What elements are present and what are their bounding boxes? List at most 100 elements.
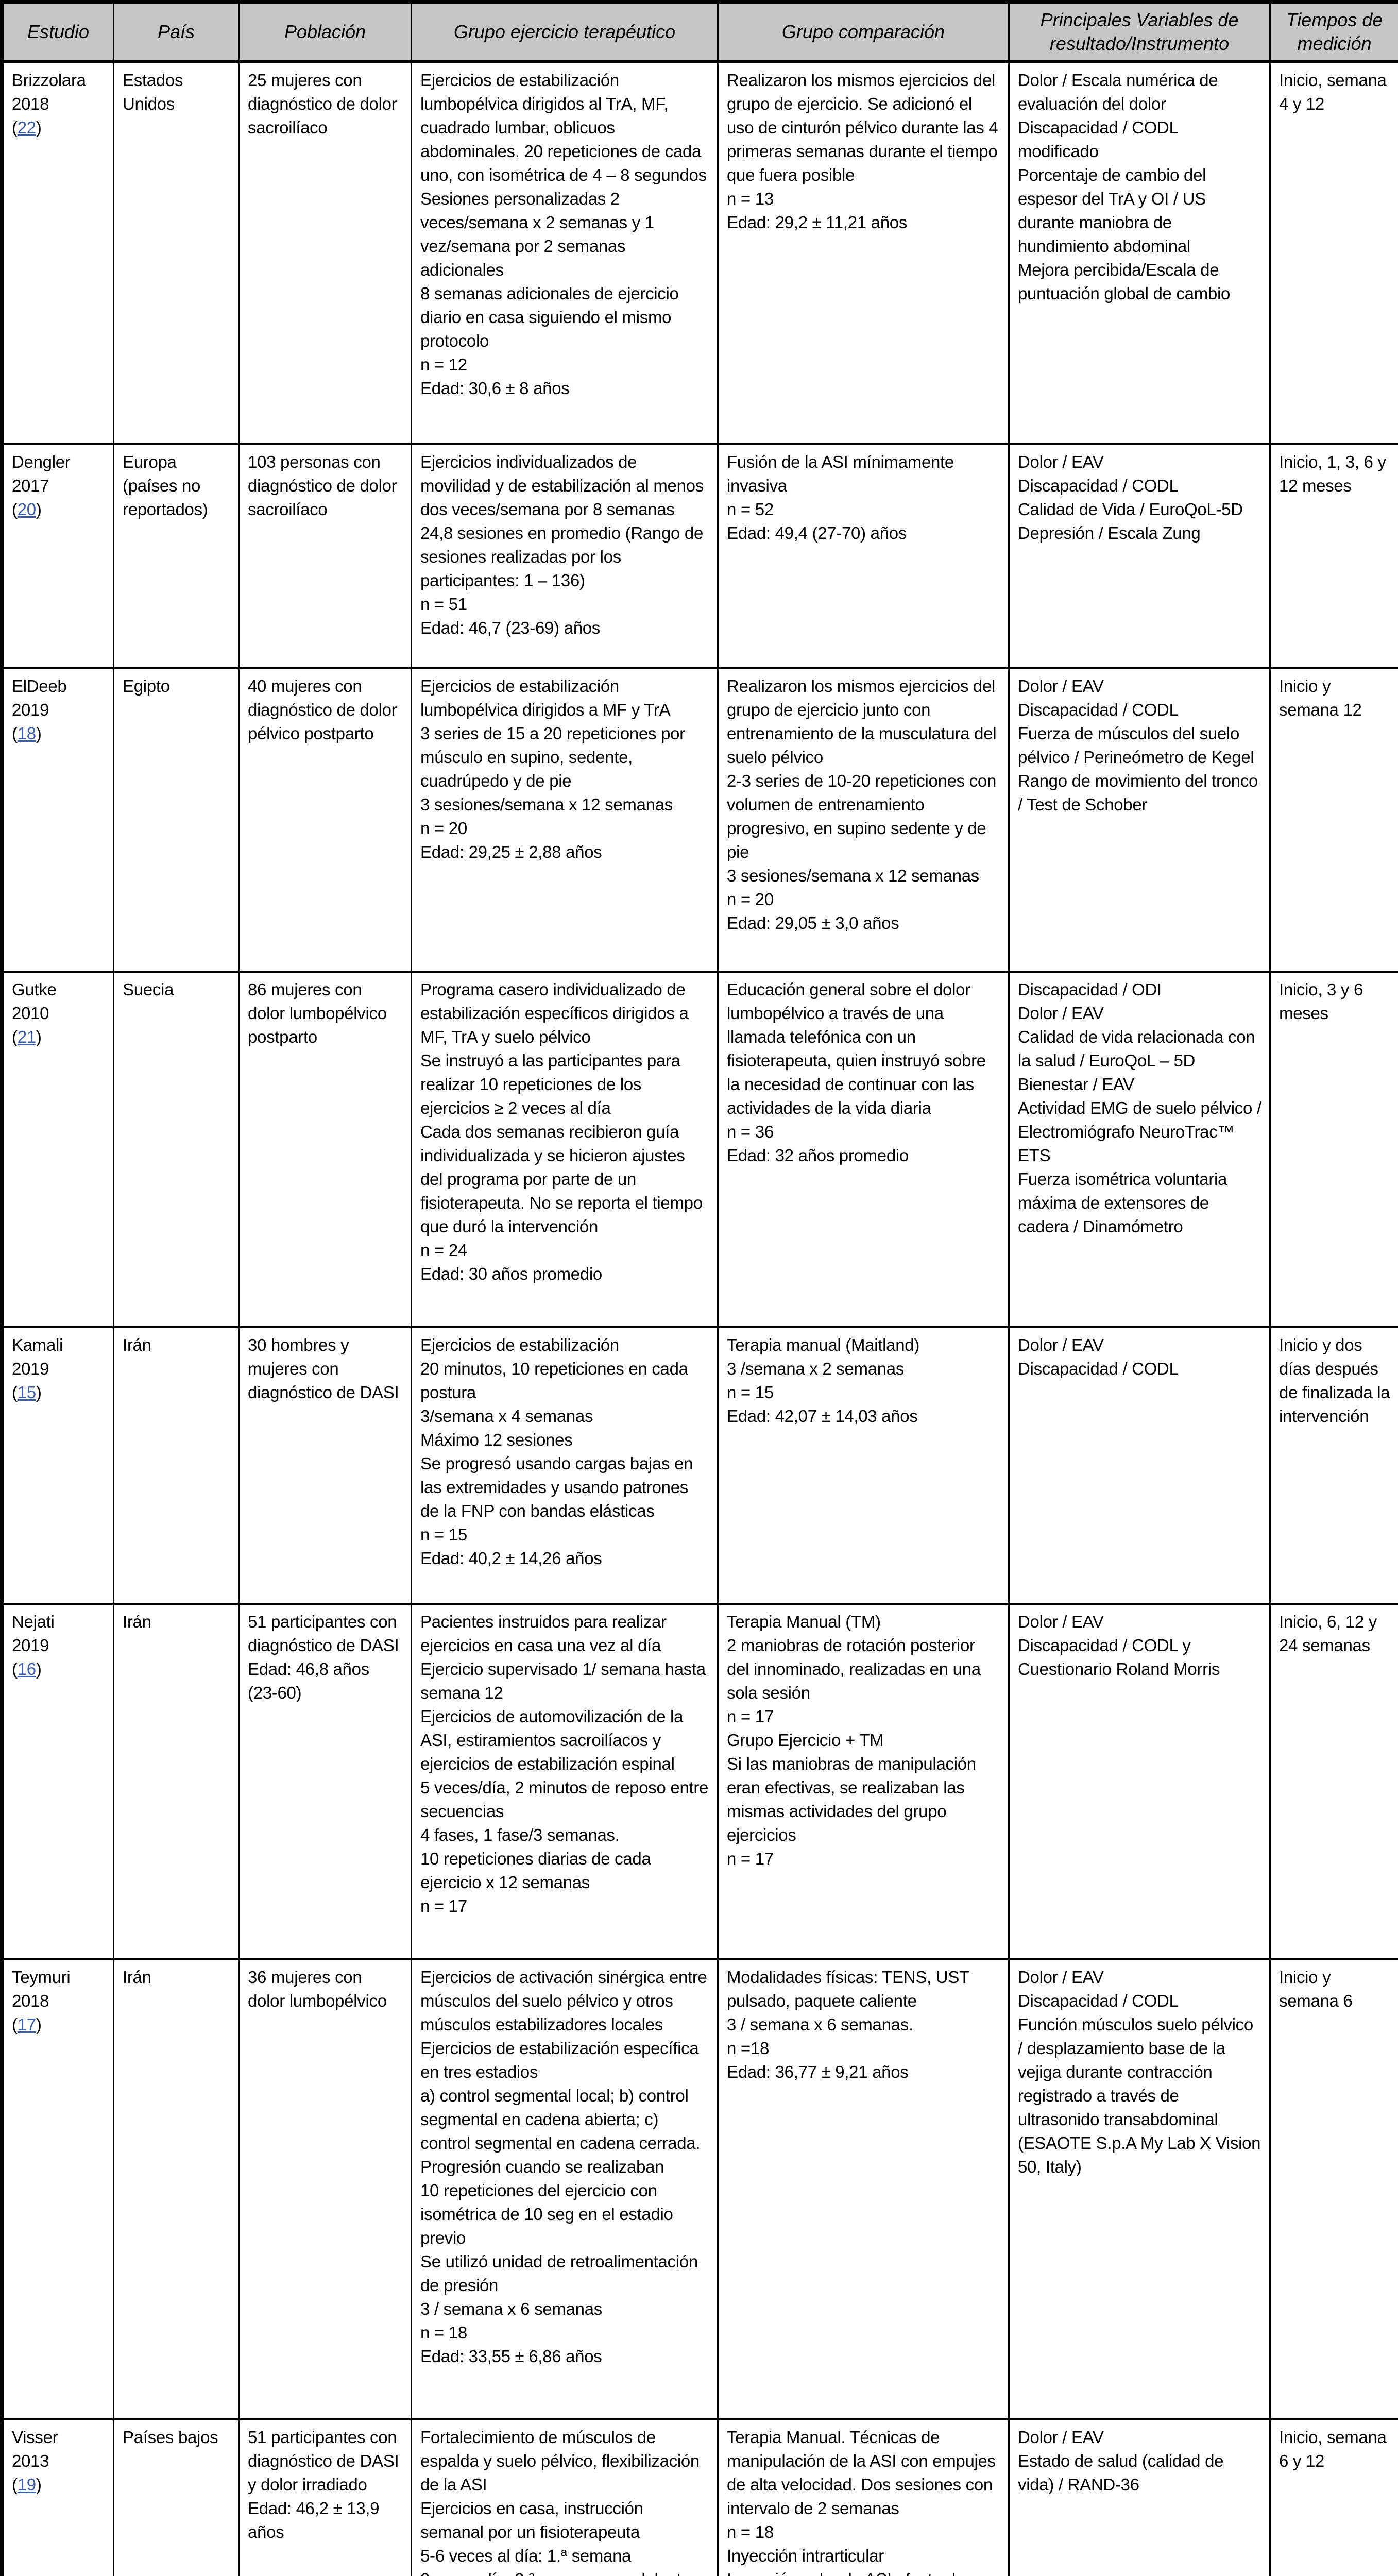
study-year: 2018 [12,1991,49,2010]
times-text: Inicio y semana 12 [1279,676,1362,720]
study-year: 2010 [12,1003,49,1023]
exercise-text: Ejercicios de estabilización lumbopélvic… [420,676,685,862]
cell-measurement-times: Inicio y dos días después de finalizada … [1269,1326,1398,1605]
country-text: Estados Unidos [123,71,183,113]
paren-open: ( [12,2014,18,2034]
study-name: Gutke [12,979,57,999]
cell-outcome-variables: Dolor / EAV Discapacidad / CODL [1008,1326,1271,1605]
comparison-text: Terapia manual (Maitland) 3 /semana x 2 … [727,1335,920,1426]
cell-population: 25 mujeres con diagnóstico de dolor sacr… [238,60,412,445]
study-name: Kamali [12,1335,63,1354]
cell-study: Teymuri 2018 (17) [1,1958,114,2421]
cell-country: Egipto [113,667,240,973]
table-row-visser: Visser 2013 (19) Países bajos 51 partici… [1,2418,1398,2576]
header-pais: País [113,1,240,63]
exercise-text: Ejercicios de activación sinérgica entre… [420,1967,707,2366]
population-text: 40 mujeres con diagnóstico de dolor pélv… [248,676,397,743]
study-name: Dengler [12,452,71,471]
comparison-text: Terapia Manual. Técnicas de manipulación… [727,2428,997,2576]
cell-country: Suecia [113,970,240,1328]
paren-open: ( [12,499,18,519]
paren-open: ( [12,118,18,137]
cell-measurement-times: Inicio, 1, 3, 6 y 12 meses [1269,443,1398,670]
country-text: Irán [123,1612,151,1631]
cell-measurement-times: Inicio, 6, 12 y 24 semanas [1269,1602,1398,1960]
cell-exercise-group: Ejercicios de estabilización lumbopélvic… [411,667,719,973]
reference: (21) [12,1025,106,1049]
table-row-dengler: Dengler 2017 (20) Europa (países no repo… [1,443,1398,670]
paren-open: ( [12,1659,18,1679]
table-row-gutke: Gutke 2010 (21) Suecia 86 mujeres con do… [1,970,1398,1328]
cell-population: 103 personas con diagnóstico de dolor sa… [238,443,412,670]
variables-text: Dolor / EAV Estado de salud (calidad de … [1018,2428,1224,2495]
paren-open: ( [12,2475,18,2495]
cell-outcome-variables: Dolor / EAV Estado de salud (calidad de … [1008,2418,1271,2576]
table-row-brizzolara: Brizzolara 2018 (22) Estados Unidos 25 m… [1,60,1398,445]
cell-exercise-group: Ejercicios individualizados de movilidad… [411,443,719,670]
header-estudio: Estudio [1,1,114,63]
variables-text: Dolor / EAV Discapacidad / CODL y Cuesti… [1018,1612,1220,1679]
cell-measurement-times: Inicio y semana 12 [1269,667,1398,973]
cell-outcome-variables: Dolor / EAV Discapacidad / CODL Calidad … [1008,443,1271,670]
variables-text: Discapacidad / ODI Dolor / EAV Calidad d… [1018,979,1261,1236]
times-text: Inicio, semana 4 y 12 [1279,71,1387,113]
study-year: 2018 [12,94,49,113]
reference-link[interactable]: 22 [17,118,36,137]
paren-close: ) [36,1027,42,1046]
cell-study: ElDeeb 2019 (18) [1,667,114,973]
paren-open: ( [12,1027,18,1046]
study-name: Brizzolara [12,71,86,90]
cell-outcome-variables: Dolor / EAV Discapacidad / CODL y Cuesti… [1008,1602,1271,1960]
reference-link[interactable]: 17 [17,2014,36,2034]
cell-study: Nejati 2019 (16) [1,1602,114,1960]
reference-link[interactable]: 20 [17,499,36,519]
reference-link[interactable]: 16 [17,1659,36,1679]
cell-comparison-group: Modalidades físicas: TENS, UST pulsado, … [717,1958,1010,2421]
study-name: ElDeeb [12,676,67,696]
cell-outcome-variables: Dolor / Escala numérica de evaluación de… [1008,60,1271,445]
cell-population: 51 participantes con diagnóstico de DASI… [238,2418,412,2576]
comparison-text: Realizaron los mismos ejercicios del gru… [727,71,998,232]
comparison-text: Realizaron los mismos ejercicios del gru… [727,676,997,933]
cell-country: Irán [113,1958,240,2421]
cell-country: Países bajos [113,2418,240,2576]
cell-measurement-times: Inicio, semana 4 y 12 [1269,60,1398,445]
reference-link[interactable]: 21 [17,1027,36,1046]
cell-exercise-group: Fortalecimiento de músculos de espalda y… [411,2418,719,2576]
cell-population: 40 mujeres con diagnóstico de dolor pélv… [238,667,412,973]
reference-link[interactable]: 15 [17,1382,36,1402]
times-text: Inicio y semana 6 [1279,1967,1353,2010]
population-text: 30 hombres y mujeres con diagnóstico de … [248,1335,399,1402]
reference: (22) [12,116,106,140]
paren-close: ) [36,1659,42,1679]
cell-study: Kamali 2019 (15) [1,1326,114,1605]
population-text: 86 mujeres con dolor lumbopélvico postpa… [248,979,387,1046]
cell-country: Irán [113,1602,240,1960]
reference-link[interactable]: 18 [17,724,36,743]
reference-link[interactable]: 19 [17,2475,36,2495]
cell-study: Gutke 2010 (21) [1,970,114,1328]
population-text: 51 participantes con diagnóstico de DASI… [248,2428,399,2542]
paren-open: ( [12,724,18,743]
cell-population: 30 hombres y mujeres con diagnóstico de … [238,1326,412,1605]
country-text: Irán [123,1335,151,1354]
cell-study: Brizzolara 2018 (22) [1,60,114,445]
cell-country: Estados Unidos [113,60,240,445]
cell-comparison-group: Realizaron los mismos ejercicios del gru… [717,667,1010,973]
times-text: Inicio, 1, 3, 6 y 12 meses [1279,452,1386,495]
comparison-text: Educación general sobre el dolor lumbopé… [727,979,986,1165]
cell-country: Irán [113,1326,240,1605]
variables-text: Dolor / EAV Discapacidad / CODL Calidad … [1018,452,1243,543]
table-row-eldeeb: ElDeeb 2019 (18) Egipto 40 mujeres con d… [1,667,1398,973]
exercise-text: Ejercicios de estabilización lumbopélvic… [420,71,707,398]
exercise-text: Programa casero individualizado de estab… [420,979,703,1283]
cell-comparison-group: Realizaron los mismos ejercicios del gru… [717,60,1010,445]
country-text: Suecia [123,979,174,999]
cell-outcome-variables: Dolor / EAV Discapacidad / CODL Función … [1008,1958,1271,2421]
table-row-kamali: Kamali 2019 (15) Irán 30 hombres y mujer… [1,1326,1398,1605]
study-year: 2013 [12,2451,49,2471]
cell-population: 86 mujeres con dolor lumbopélvico postpa… [238,970,412,1328]
cell-comparison-group: Fusión de la ASI mínimamente invasiva n … [717,443,1010,670]
header-poblacion: Población [238,1,412,63]
cell-measurement-times: Inicio, 3 y 6 meses [1269,970,1398,1328]
